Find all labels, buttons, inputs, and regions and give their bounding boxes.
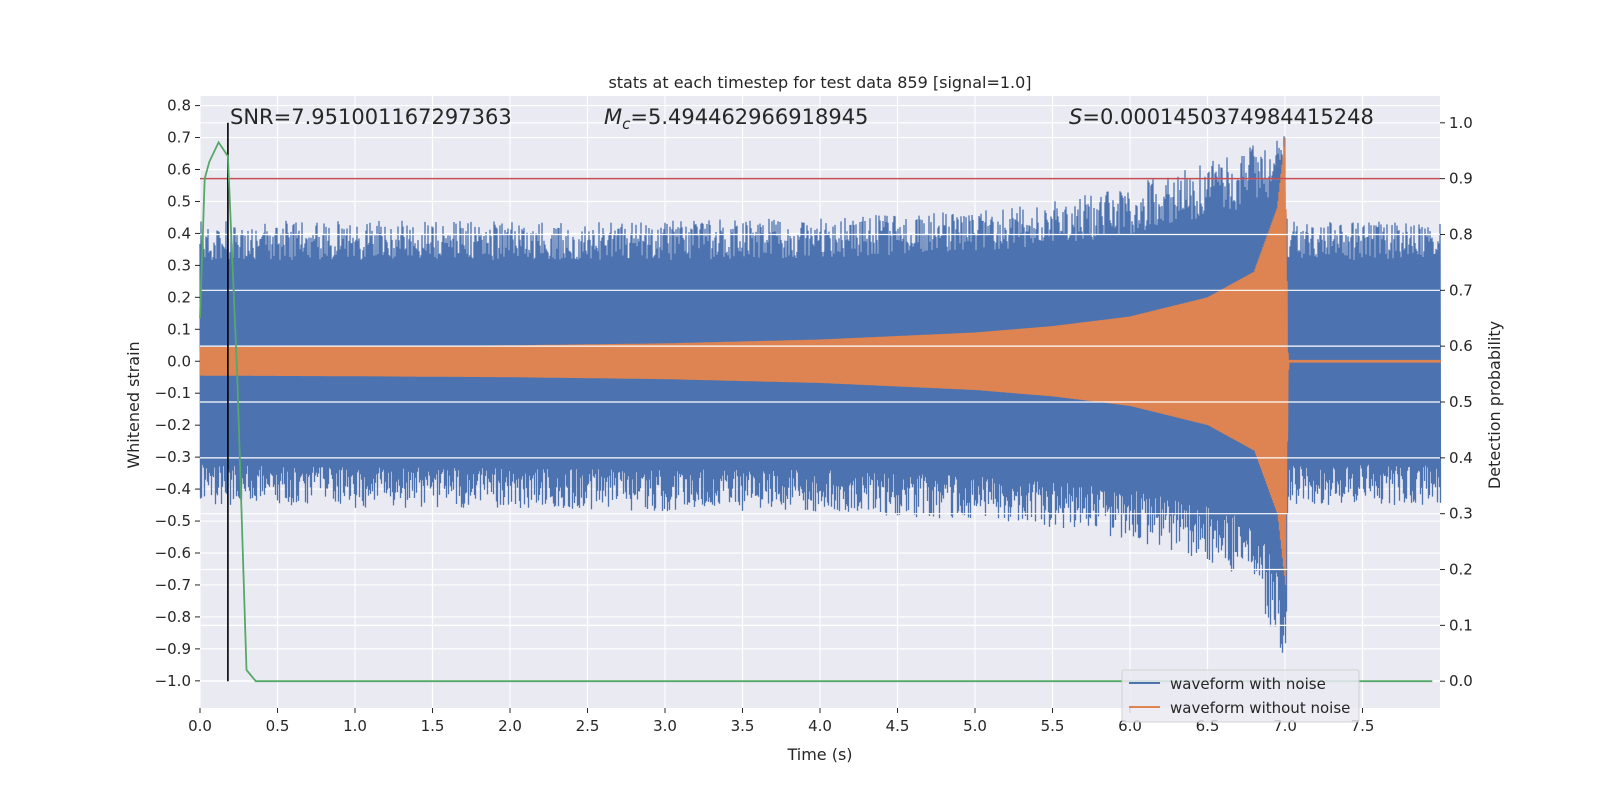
y2-tick-label: 0.6 [1449,337,1473,355]
x-tick-label: 1.0 [343,717,367,735]
y-tick-label: −0.1 [155,384,191,402]
y-tick-label: −0.7 [155,576,191,594]
chart-title: stats at each timestep for test data 859… [608,73,1031,92]
y-tick-label: 0.0 [167,352,191,370]
y-axis-label: Whitened strain [124,341,143,468]
x-tick-label: 5.5 [1041,717,1065,735]
y2-tick-label: 0.9 [1449,170,1473,188]
mc-symbol: M [604,105,622,129]
y2-tick-label: 0.2 [1449,561,1473,579]
y-tick-label: −0.4 [155,480,191,498]
legend-label-clean: waveform without noise [1170,699,1350,717]
y-tick-label: −0.6 [155,544,191,562]
x-tick-label: 5.0 [963,717,987,735]
y-tick-label: 0.5 [167,192,191,210]
y-tick-label: 0.1 [167,320,191,338]
y2-tick-label: 0.3 [1449,505,1473,523]
x-tick-label: 3.0 [653,717,677,735]
x-tick-label: 3.5 [731,717,755,735]
y-tick-label: 0.3 [167,256,191,274]
legend-label-noise: waveform with noise [1170,675,1326,693]
y2-axis-label: Detection probability [1485,321,1504,489]
mc-subscript: c [622,115,631,133]
clean-waveform-line [199,137,1442,586]
y-axis-left: 0.8 0.7 0.6 0.5 0.4 0.3 0.2 0.1 0.0 −0.1 −0.2 −0.3 −… [155,97,200,690]
y-tick-label: 0.7 [167,129,191,147]
y-tick-label: 0.8 [167,97,191,115]
series-layer [199,122,1442,683]
y2-tick-label: 0.8 [1449,225,1473,243]
y2-tick-label: 0.4 [1449,449,1473,467]
s-annotation: S=0.0001450374984415248 [1069,105,1374,129]
y-tick-label: −0.2 [155,416,191,434]
y-axis-right: 1.0 0.9 0.8 0.7 0.6 0.5 0.4 0.3 0.2 0.1 0.0 [1440,114,1473,690]
x-axis-label: Time (s) [786,745,852,764]
x-tick-label: 4.0 [808,717,832,735]
y2-tick-label: 1.0 [1449,114,1473,132]
y2-tick-label: 0.5 [1449,393,1473,411]
x-tick-label: 2.0 [498,717,522,735]
chirp-mass-annotation: Mc=5.494462966918945 [604,105,868,133]
y2-tick-label: 0.7 [1449,281,1473,299]
y-tick-label: 0.2 [167,288,191,306]
y-tick-label: 0.6 [167,161,191,179]
y-tick-label: −0.8 [155,608,191,626]
y2-tick-label: 0.0 [1449,672,1473,690]
y-tick-label: −0.3 [155,448,191,466]
y-tick-label: −1.0 [155,672,191,690]
x-tick-label: 1.5 [421,717,445,735]
y-tick-label: 0.4 [167,224,191,242]
y-tick-label: −0.9 [155,640,191,658]
x-tick-label: 4.5 [886,717,910,735]
y-tick-label: −0.5 [155,512,191,530]
y2-tick-label: 0.1 [1449,616,1473,634]
legend: waveform with noise waveform without noi… [1121,669,1360,723]
x-tick-label: 2.5 [576,717,600,735]
detection-probability-line [199,140,1433,683]
legend-box [1121,669,1360,723]
x-tick-label: 0.5 [266,717,290,735]
s-symbol: S [1069,105,1082,129]
s-value: =0.0001450374984415248 [1082,105,1374,129]
x-tick-label: 0.0 [188,717,212,735]
snr-annotation: SNR=7.951001167297363 [230,105,512,129]
mc-value: =5.494462966918945 [630,105,868,129]
